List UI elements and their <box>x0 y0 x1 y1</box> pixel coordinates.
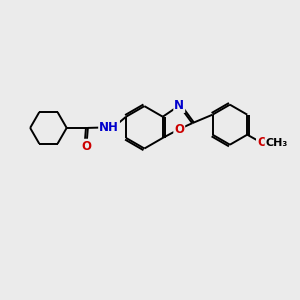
Text: O: O <box>174 123 184 136</box>
Text: N: N <box>174 99 184 112</box>
Text: NH: NH <box>99 121 119 134</box>
Text: O: O <box>81 140 92 153</box>
Text: O: O <box>257 136 267 149</box>
Text: CH₃: CH₃ <box>266 138 288 148</box>
